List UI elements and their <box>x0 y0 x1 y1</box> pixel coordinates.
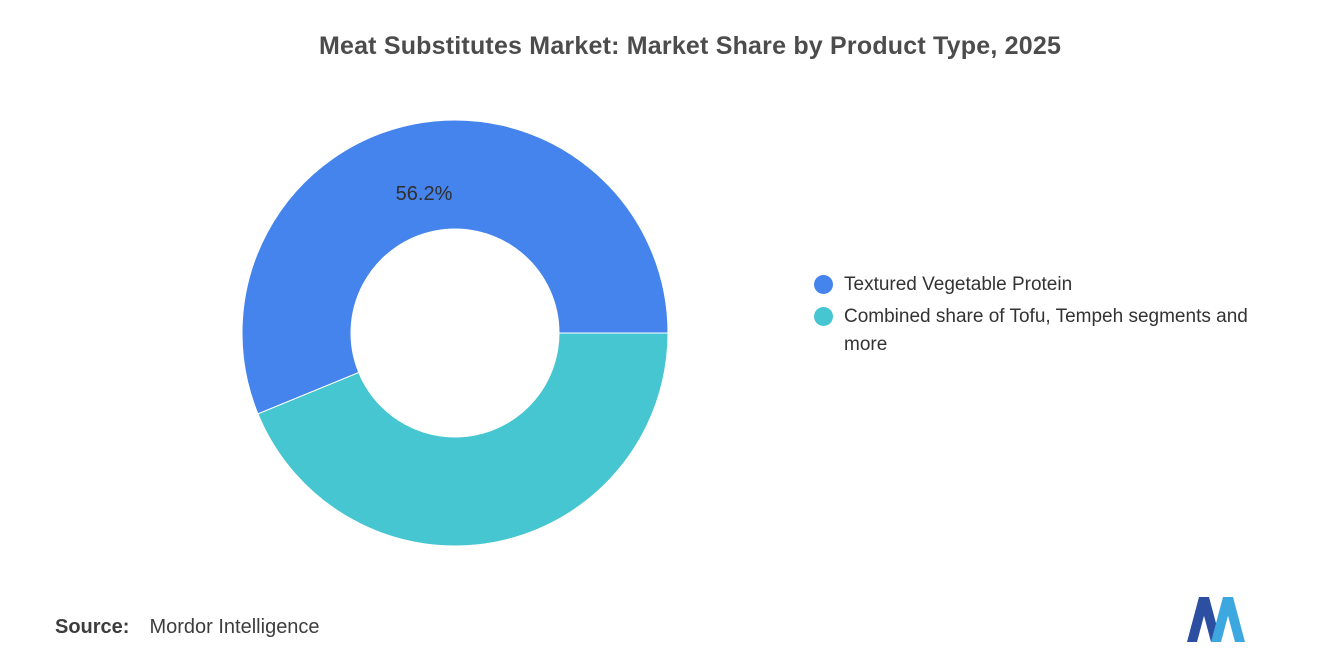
legend-label: Textured Vegetable Protein <box>844 274 1073 295</box>
donut-slice[interactable] <box>257 332 669 547</box>
legend-marker-icon <box>814 307 833 326</box>
donut-svg <box>241 119 669 547</box>
mordor-intelligence-logo <box>1187 597 1245 642</box>
source-value: Mordor Intelligence <box>149 616 320 638</box>
legend-label: Combined share of Tofu, Tempeh segments … <box>844 306 1248 355</box>
chart-title: Meat Substitutes Market: Market Share by… <box>318 32 1062 60</box>
legend-marker-icon <box>814 275 833 294</box>
donut-slice[interactable] <box>241 119 669 415</box>
logo-right-down-stroke <box>1223 597 1245 642</box>
source-line: Source: Mordor Intelligence <box>55 614 320 640</box>
legend-item-tofu-tempeh[interactable]: Combined share of Tofu, Tempeh segments … <box>814 303 1274 359</box>
legend-item-textured-vegetable-protein[interactable]: Textured Vegetable Protein <box>814 271 1274 299</box>
legend: Textured Vegetable Protein Combined shar… <box>814 271 1274 359</box>
source-label: Source: <box>55 616 130 638</box>
donut-chart: 56.2% <box>235 113 675 553</box>
slice-data-label: 56.2% <box>395 183 453 205</box>
